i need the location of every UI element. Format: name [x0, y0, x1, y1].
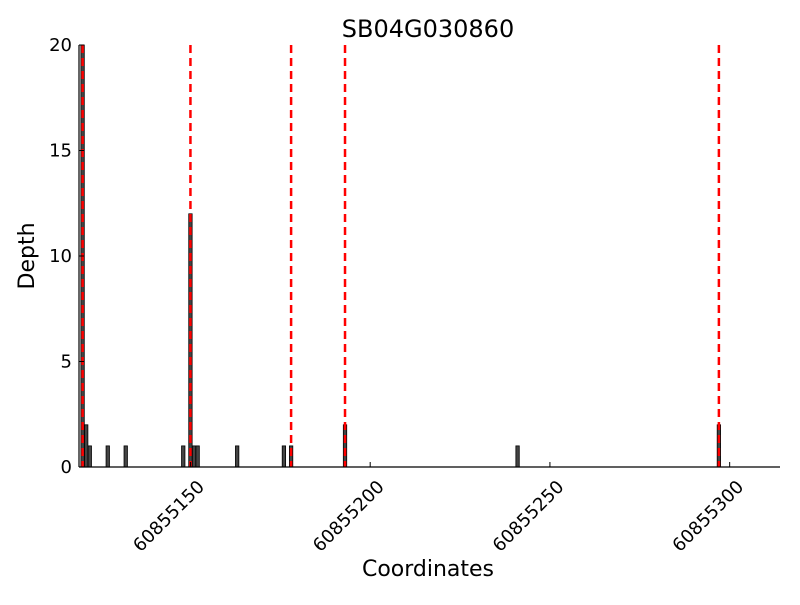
y-tick-label: 10	[49, 246, 72, 267]
depth-bar	[515, 445, 520, 468]
y-tick-label: 5	[61, 352, 72, 373]
depth-bar	[281, 445, 287, 468]
depth-bar	[342, 424, 348, 468]
depth-bar	[123, 445, 128, 468]
depth-bar	[181, 445, 186, 468]
axes-layer	[78, 45, 780, 468]
depth-bar	[87, 445, 92, 468]
bars-layer	[80, 44, 721, 468]
y-axis-label: Depth	[15, 222, 40, 289]
depth-bar	[235, 445, 240, 468]
chart-title: SB04G030860	[342, 15, 514, 43]
depth-bar	[195, 445, 200, 468]
x-tick-label: 60855300	[668, 477, 748, 557]
depth-bar	[191, 445, 197, 468]
depth-bar	[105, 445, 110, 468]
marker-lines-layer	[81, 45, 721, 467]
ticks-layer: 0 5 10 15 20 60855150 60855200 60855250 60855300	[49, 35, 748, 556]
x-tick-label: 60855200	[309, 477, 389, 557]
y-tick-label: 15	[49, 141, 72, 162]
depth-bar	[84, 424, 89, 468]
x-tick-label: 60855250	[489, 477, 569, 557]
x-tick-label: 60855150	[129, 477, 209, 557]
x-axis-label: Coordinates	[362, 557, 494, 582]
depth-bar	[716, 424, 721, 468]
y-tick-label: 0	[61, 457, 72, 478]
y-tick-label: 20	[49, 35, 72, 56]
